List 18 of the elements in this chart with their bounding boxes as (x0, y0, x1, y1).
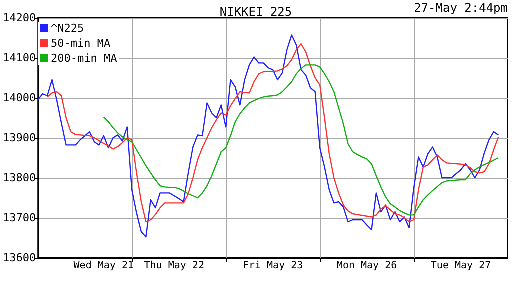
legend-label: 200-min MA (51, 52, 118, 65)
y-tick-label: 14100 (2, 52, 36, 64)
y-tick-label: 14000 (2, 92, 36, 104)
x-tick-label: Fri May 23 (242, 260, 304, 272)
x-tick-label: Wed May 21 (74, 260, 134, 272)
legend-label: 50-min MA (51, 37, 111, 50)
y-tick-label: 13700 (2, 212, 36, 224)
y-tick-label: 14200 (2, 12, 36, 24)
y-tick-label: 13800 (2, 172, 36, 184)
legend-label: ^N225 (51, 22, 84, 35)
y-tick-label: 13900 (2, 132, 36, 144)
x-tick-label: Mon May 26 (336, 260, 398, 272)
line-series (103, 64, 500, 216)
text: 27-May 2:44pm (414, 1, 508, 15)
y-tick-label: 13600 (2, 252, 36, 264)
chart-title: NIKKEI 225 (220, 5, 292, 19)
x-tick-label: Tue May 27 (430, 260, 492, 272)
x-tick-label: Thu May 22 (144, 260, 204, 272)
